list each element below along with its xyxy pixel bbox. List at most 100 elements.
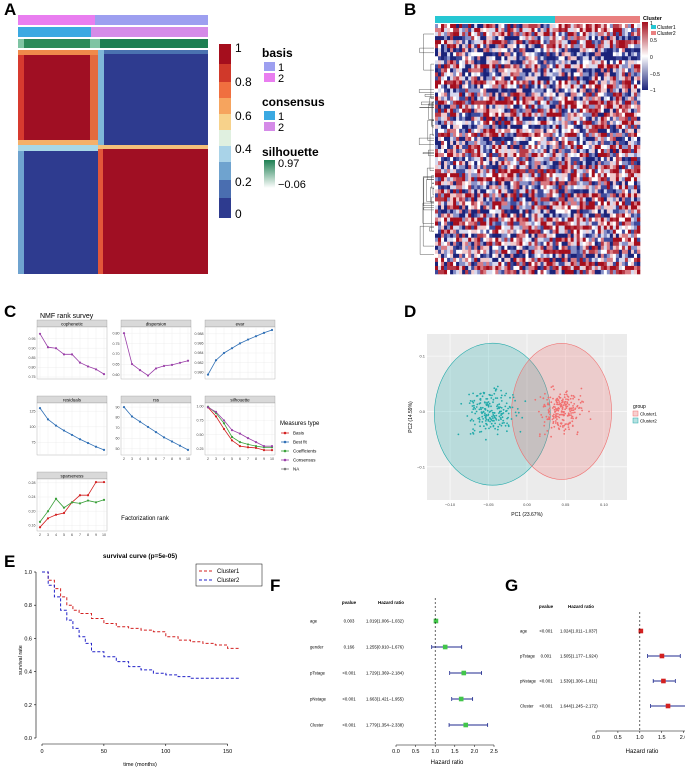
heatmap-cell: [510, 165, 514, 170]
heatmap-cell: [543, 68, 547, 73]
heatmap-cell: [441, 165, 445, 170]
heatmap-cell: [450, 68, 454, 73]
heatmap-cell: [630, 76, 635, 81]
heatmap-cell: [489, 221, 493, 226]
heatmap-cell: [633, 177, 638, 182]
heatmap-cell: [573, 165, 577, 170]
heatmap-cell: [438, 100, 442, 105]
heatmap-cell: [567, 108, 571, 114]
heatmap-cell: [540, 153, 544, 158]
heatmap-cell: [528, 237, 532, 243]
heatmap-cell: [615, 149, 620, 154]
heatmap-cell: [579, 269, 584, 275]
heatmap-cell: [534, 24, 538, 29]
heatmap-cell: [636, 209, 641, 214]
heatmap-cell: [576, 161, 580, 166]
heatmap-cell: [606, 233, 611, 239]
heatmap-cell: [537, 132, 541, 138]
heatmap-cell: [456, 88, 460, 93]
heatmap-cell: [441, 72, 445, 77]
heatmap-cell: [603, 96, 608, 101]
heatmap-cell: [480, 116, 484, 122]
heatmap-cell: [528, 100, 532, 105]
heatmap-cell: [621, 229, 626, 234]
heatmap-cell: [582, 201, 587, 206]
heatmap-cell: [627, 68, 632, 73]
heatmap-cell: [555, 197, 559, 202]
heatmap-cell: [615, 32, 620, 37]
heatmap-cell: [504, 253, 508, 259]
heatmap-cell: [612, 72, 617, 77]
pca-point-cluster1: [551, 418, 554, 421]
heatmap-cell: [609, 76, 614, 81]
heatmap-cell: [522, 217, 526, 222]
pca-point-cluster1: [550, 426, 553, 429]
heatmap-cell: [576, 153, 580, 158]
heatmap-cell: [558, 253, 562, 259]
heatmap-cell: [573, 112, 577, 118]
heatmap-cell: [579, 76, 584, 81]
heatmap-cell: [498, 108, 502, 114]
heatmap-cell: [573, 132, 577, 138]
heatmap-cell: [576, 76, 580, 81]
heatmap-cell: [627, 201, 632, 206]
heatmap-cell: [627, 60, 632, 65]
heatmap-cell: [636, 84, 641, 89]
heatmap-cell: [483, 48, 487, 53]
heatmap-cell: [630, 52, 635, 57]
heatmap-cell: [543, 76, 547, 81]
heatmap-cell: [483, 32, 487, 37]
heatmap-cell: [453, 64, 457, 69]
heatmap-cell: [609, 209, 614, 214]
heatmap-cell: [531, 241, 535, 247]
heatmap-cell: [477, 140, 481, 146]
heatmap-cell: [561, 132, 565, 138]
heatmap-cell: [540, 157, 544, 162]
heatmap-cell: [588, 76, 593, 81]
heatmap-cell: [627, 84, 632, 89]
heatmap-cell: [570, 181, 574, 186]
nmf-legend-label: Coefficients: [293, 449, 317, 454]
heatmap-cell: [510, 116, 514, 122]
heatmap-cell: [597, 249, 602, 255]
facet-point: [206, 406, 210, 409]
heatmap-cell: [510, 269, 514, 275]
heatmap-cell: [462, 24, 466, 29]
nmf-legend-point: [283, 440, 287, 444]
heatmap-cell: [528, 257, 532, 263]
heatmap-cell: [630, 56, 635, 61]
heatmap-cell: [537, 269, 541, 275]
heatmap-cell: [594, 149, 599, 154]
heatmap-cell: [582, 221, 587, 226]
heatmap-cell: [447, 108, 451, 114]
heatmap-cell: [462, 201, 466, 206]
heatmap-cell: [588, 189, 593, 194]
heatmap-cell: [621, 265, 626, 271]
heatmap-cell: [636, 76, 641, 81]
heatmap-cell: [477, 144, 481, 150]
heatmap-cell: [504, 209, 508, 214]
heatmap-cell: [588, 249, 593, 255]
heatmap-cell: [594, 233, 599, 239]
heatmap-cell: [489, 185, 493, 190]
heatmap-cell: [630, 44, 635, 49]
heatmap-cell: [444, 209, 448, 214]
heatmap-cell: [519, 88, 523, 93]
heatmap-cell: [489, 60, 493, 65]
heatmap-cell: [549, 80, 553, 85]
heatmap-cell: [555, 233, 559, 239]
heatmap-cell: [609, 213, 614, 218]
heatmap-cell: [543, 108, 547, 114]
heatmap-cell: [474, 52, 478, 57]
pca-point-cluster2: [516, 408, 519, 410]
heatmap-cell: [489, 173, 493, 178]
facet-point: [46, 510, 50, 513]
heatmap-cell: [453, 197, 457, 202]
heatmap-cell: [468, 48, 472, 53]
heatmap-cell: [435, 233, 439, 239]
heatmap-cell: [594, 124, 599, 130]
heatmap-cell: [462, 116, 466, 122]
heatmap-cell: [477, 181, 481, 186]
heatmap-cell: [537, 157, 541, 162]
heatmap-cell: [486, 169, 490, 174]
